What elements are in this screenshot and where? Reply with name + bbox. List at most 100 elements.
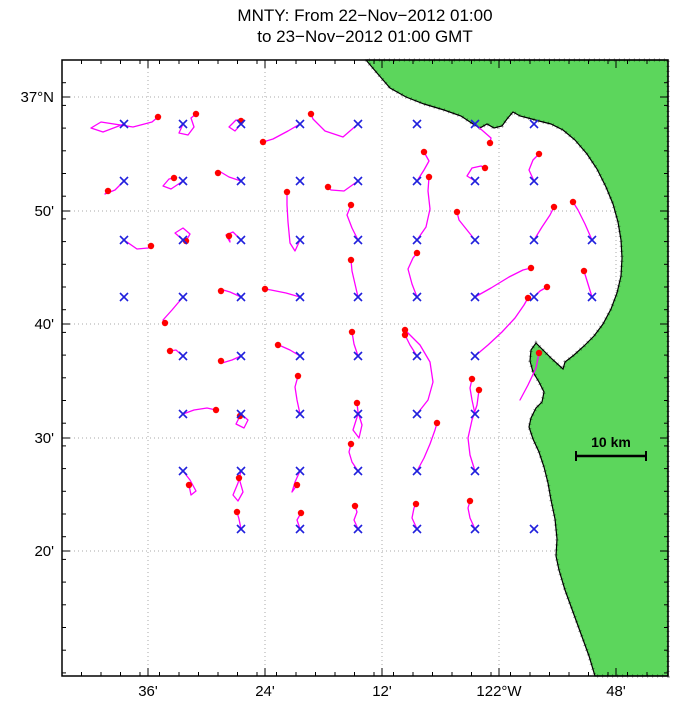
trajectory-endpoint-dot bbox=[212, 406, 220, 414]
drifter-trajectory bbox=[182, 407, 217, 415]
release-point-x-marker bbox=[412, 524, 422, 534]
trajectory-endpoint-dot bbox=[147, 242, 155, 250]
trajectory-endpoint-dot bbox=[297, 509, 305, 517]
trajectory-endpoint-dot bbox=[161, 319, 169, 327]
release-point-x-marker bbox=[178, 176, 188, 186]
trajectory-endpoint-dot bbox=[235, 474, 243, 482]
release-point-x-marker bbox=[178, 409, 188, 419]
trajectory-endpoint-dot bbox=[433, 419, 441, 427]
trajectory-endpoint-dot bbox=[351, 502, 359, 510]
trajectory-endpoint-dot bbox=[217, 287, 225, 295]
release-point-x-marker bbox=[412, 235, 422, 245]
release-point-x-marker bbox=[412, 176, 422, 186]
axes-frame bbox=[61, 59, 669, 677]
drifter-trajectory bbox=[404, 334, 418, 357]
release-point-x-marker bbox=[236, 409, 246, 419]
trajectory-endpoint-dot bbox=[475, 386, 483, 394]
trajectory-endpoint-dot bbox=[535, 349, 543, 357]
release-point-x-marker bbox=[353, 351, 363, 361]
trajectory-endpoint-dot bbox=[217, 357, 225, 365]
drifter-trajectory bbox=[90, 116, 159, 133]
drifter-trajectory bbox=[572, 201, 593, 241]
trajectory-endpoint-dot bbox=[468, 375, 476, 383]
drifter-trajectory bbox=[416, 176, 431, 241]
land-polygon bbox=[364, 59, 669, 677]
drifter-trajectory bbox=[174, 227, 191, 242]
trajectory-endpoint-dot bbox=[293, 481, 301, 489]
release-point-x-marker bbox=[295, 119, 305, 129]
drifter-trajectory bbox=[350, 259, 359, 298]
trajectory-endpoint-dot bbox=[580, 267, 588, 275]
drifter-trajectory bbox=[291, 470, 301, 493]
drifter-trajectory bbox=[456, 211, 476, 241]
release-point-x-marker bbox=[470, 119, 480, 129]
release-point-x-marker bbox=[178, 292, 188, 302]
drifter-trajectory bbox=[310, 113, 359, 138]
trajectory-endpoint-dot bbox=[274, 341, 282, 349]
trajectory-endpoint-dot bbox=[170, 174, 178, 182]
trajectory-endpoint-dot bbox=[535, 150, 543, 158]
trajectory-endpoint-dot bbox=[347, 256, 355, 264]
x-tick-label: 48' bbox=[606, 683, 626, 700]
trajectory-endpoint-dot bbox=[225, 232, 233, 240]
release-point-x-marker bbox=[353, 235, 363, 245]
trajectory-endpoint-dot bbox=[166, 347, 174, 355]
y-tick-label: 50' bbox=[34, 203, 54, 220]
release-point-x-marker bbox=[178, 466, 188, 476]
trajectory-endpoint-dot bbox=[420, 148, 428, 156]
trajectory-endpoint-dot bbox=[192, 110, 200, 118]
release-point-x-marker bbox=[178, 351, 188, 361]
trajectory-endpoint-dot bbox=[348, 328, 356, 336]
trajectory-endpoint-dot bbox=[425, 173, 433, 181]
trajectory-endpoint-dot bbox=[233, 508, 241, 516]
y-tick-label: 37°N bbox=[20, 89, 54, 106]
trajectory-endpoint-dot bbox=[347, 201, 355, 209]
release-point-x-marker bbox=[236, 524, 246, 534]
release-point-x-marker bbox=[178, 119, 188, 129]
scale-bar-label: 10 km bbox=[591, 434, 631, 450]
release-point-x-marker bbox=[412, 119, 422, 129]
drifter-trajectory bbox=[217, 170, 242, 182]
release-point-x-marker bbox=[295, 176, 305, 186]
drifter-trajectory bbox=[528, 153, 540, 182]
trajectory-endpoint-dot bbox=[347, 440, 355, 448]
release-point-x-marker bbox=[587, 235, 597, 245]
trajectory-endpoint-dot bbox=[324, 183, 332, 191]
trajectory-endpoint-dot bbox=[412, 500, 420, 508]
release-point-x-marker bbox=[353, 466, 363, 476]
release-point-x-marker bbox=[412, 466, 422, 476]
release-point-x-marker bbox=[529, 524, 539, 534]
drifter-trajectory bbox=[416, 422, 438, 472]
release-point-x-marker bbox=[412, 351, 422, 361]
trajectory-endpoint-dot bbox=[185, 481, 193, 489]
drifter-trajectory bbox=[404, 329, 434, 415]
release-point-x-marker bbox=[236, 466, 246, 476]
release-point-x-marker bbox=[470, 466, 480, 476]
release-point-x-marker bbox=[529, 292, 539, 302]
release-point-x-marker bbox=[178, 235, 188, 245]
drifter-trajectory bbox=[162, 177, 184, 190]
release-point-x-marker bbox=[353, 524, 363, 534]
trajectory-endpoint-dot bbox=[524, 294, 532, 302]
plot-title-line2: to 23−Nov−2012 01:00 GMT bbox=[257, 27, 473, 47]
trajectory-endpoint-dot bbox=[550, 203, 558, 211]
trajectory-endpoint-dot bbox=[259, 138, 267, 146]
release-point-x-marker bbox=[236, 235, 246, 245]
x-tick-label: 122°W bbox=[476, 683, 522, 700]
drifter-trajectory bbox=[416, 151, 430, 182]
trajectory-endpoint-dot bbox=[481, 164, 489, 172]
release-point-x-marker bbox=[236, 292, 246, 302]
release-point-x-marker bbox=[295, 351, 305, 361]
drifter-trajectory bbox=[286, 191, 301, 252]
trajectory-endpoint-dot bbox=[294, 372, 302, 380]
drifter-trajectory bbox=[533, 206, 555, 241]
trajectory-endpoint-dot bbox=[283, 188, 291, 196]
release-point-x-marker bbox=[529, 119, 539, 129]
release-point-x-marker bbox=[470, 351, 480, 361]
trajectory-endpoint-dot bbox=[401, 326, 409, 334]
x-tick-label: 24' bbox=[255, 683, 275, 700]
drifter-trajectory bbox=[182, 470, 197, 496]
release-point-x-marker bbox=[119, 176, 129, 186]
trajectory-endpoint-dot bbox=[154, 113, 162, 121]
